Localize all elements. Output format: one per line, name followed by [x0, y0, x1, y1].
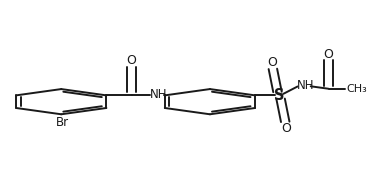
Text: O: O: [281, 122, 291, 135]
Text: S: S: [274, 88, 284, 103]
Text: O: O: [324, 48, 333, 61]
Text: NH: NH: [150, 88, 167, 101]
Text: NH: NH: [297, 79, 315, 92]
Text: O: O: [126, 54, 137, 67]
Text: Br: Br: [56, 116, 69, 129]
Text: O: O: [267, 56, 277, 69]
Text: CH₃: CH₃: [346, 84, 367, 94]
